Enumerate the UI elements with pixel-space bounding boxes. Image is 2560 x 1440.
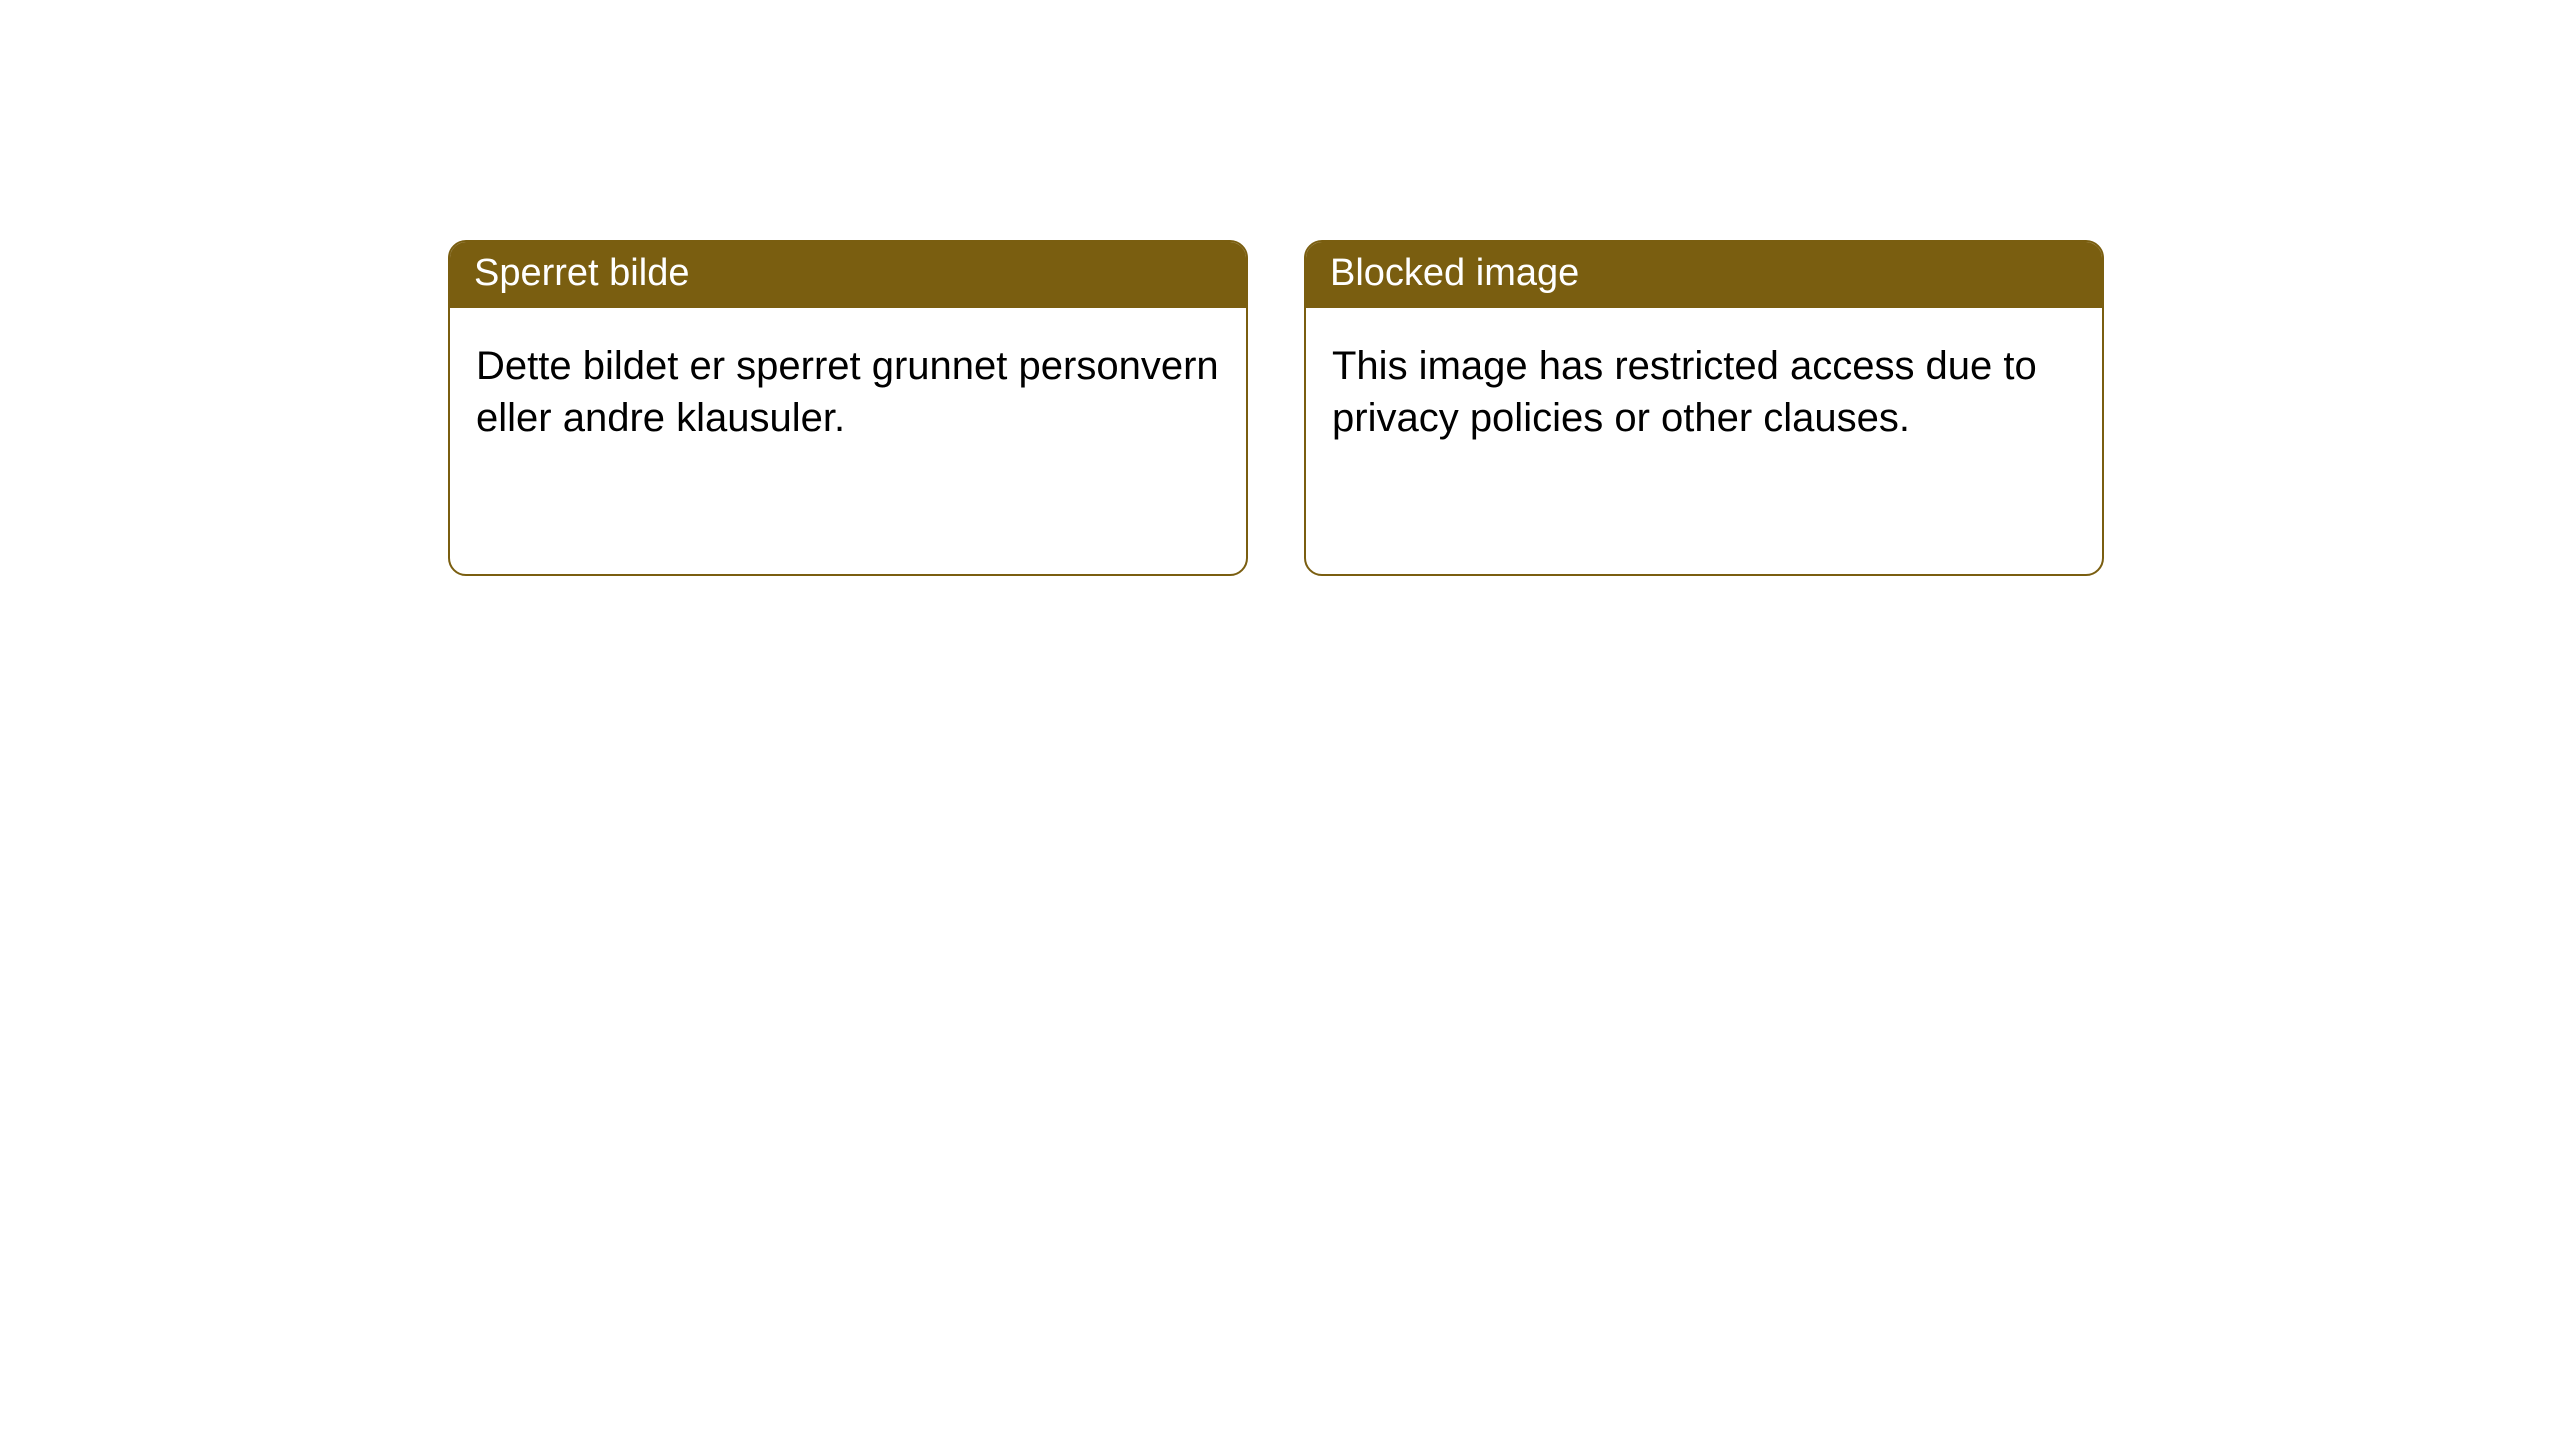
card-body-text: This image has restricted access due to …: [1332, 344, 2037, 440]
notice-card-norwegian: Sperret bilde Dette bildet er sperret gr…: [448, 240, 1248, 576]
card-body: This image has restricted access due to …: [1306, 308, 2102, 476]
card-header: Blocked image: [1306, 242, 2102, 308]
notice-cards-container: Sperret bilde Dette bildet er sperret gr…: [0, 0, 2560, 576]
card-title: Sperret bilde: [474, 252, 689, 294]
card-title: Blocked image: [1330, 252, 1579, 294]
card-body-text: Dette bildet er sperret grunnet personve…: [476, 344, 1219, 440]
card-body: Dette bildet er sperret grunnet personve…: [450, 308, 1246, 476]
notice-card-english: Blocked image This image has restricted …: [1304, 240, 2104, 576]
card-header: Sperret bilde: [450, 242, 1246, 308]
